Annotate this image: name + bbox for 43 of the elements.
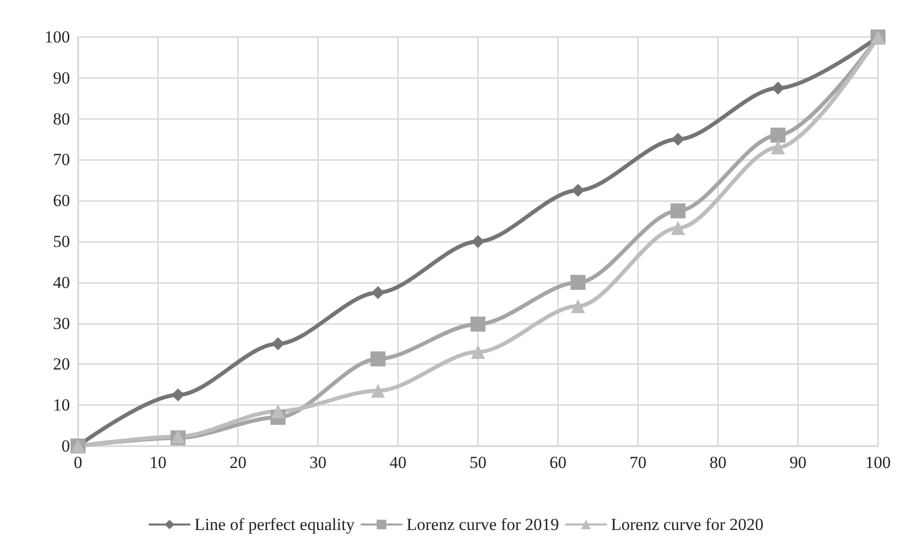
point [370, 351, 386, 366]
legend-label: Lorenz curve for 2020 [611, 515, 764, 534]
y-tick-label: 70 [53, 150, 70, 170]
point [671, 221, 685, 236]
y-tick-label: 90 [53, 68, 70, 88]
point [570, 274, 586, 290]
x-tick-label: 40 [390, 453, 406, 472]
point [271, 404, 285, 418]
x-tick-label: 0 [74, 453, 82, 472]
y-tick-label: 0 [62, 436, 70, 456]
point [770, 128, 786, 143]
legend-label: Line of perfect equality [194, 515, 356, 534]
legend-label: Lorenz curve for 2019 [406, 515, 560, 534]
x-tick-label: 100 [865, 453, 891, 472]
x-tick-label: 20 [230, 453, 246, 472]
x-tick-label: 70 [630, 453, 646, 472]
point [371, 384, 385, 398]
y-tick-label: 100 [44, 28, 70, 46]
point [672, 132, 684, 146]
x-tick-label: 10 [150, 453, 166, 472]
x-tick-label: 80 [710, 453, 726, 472]
y-tick-label: 60 [53, 191, 70, 210]
x-tick-label: 60 [550, 453, 566, 472]
point [572, 184, 584, 197]
point [772, 82, 784, 95]
point [471, 344, 485, 359]
x-tick-label: 30 [310, 453, 326, 472]
y-tick-label: 50 [53, 232, 70, 251]
point [670, 203, 686, 218]
point [571, 299, 585, 314]
point [470, 316, 486, 332]
point [771, 140, 785, 154]
y-tick-label: 10 [53, 396, 70, 415]
y-tick-label: 80 [53, 109, 70, 128]
y-tick-label: 30 [53, 314, 70, 333]
point [372, 286, 384, 300]
point [272, 337, 284, 350]
point [472, 235, 484, 248]
y-tick-label: 20 [53, 354, 70, 374]
x-tick-label: 90 [790, 453, 806, 472]
point [172, 388, 184, 402]
x-tick-label: 50 [470, 453, 486, 472]
y-tick-label: 40 [53, 272, 70, 292]
